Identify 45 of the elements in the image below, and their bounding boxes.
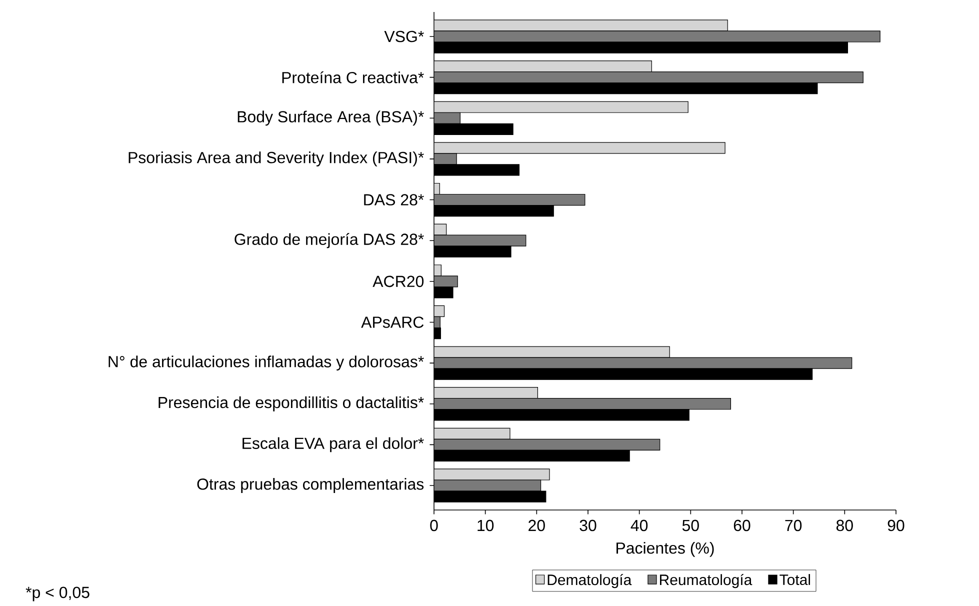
- y-tick-label: Otras pruebas complementarias: [197, 478, 424, 493]
- y-tick-label: N° de articulaciones inflamadas y dolorosas*: [108, 356, 424, 371]
- y-tick-label: DAS 28*: [364, 194, 424, 206]
- x-tick-label: 80: [836, 520, 853, 532]
- text: *p < 0,05: [26, 586, 90, 602]
- y-tick-label: VSG*: [384, 30, 424, 42]
- bar: [434, 60, 652, 72]
- y-tick-label: Body Surface Area (BSA)*: [238, 110, 424, 126]
- bar: [434, 438, 660, 450]
- x-tick-label: 30: [580, 520, 596, 532]
- legend-label: Dematología: [548, 574, 632, 588]
- bar: [434, 480, 542, 492]
- bar: [434, 387, 538, 399]
- bar: [434, 398, 731, 410]
- x-tick-label: 70: [785, 520, 802, 532]
- x-tick-label: 40: [630, 520, 648, 532]
- bar: [434, 276, 458, 288]
- x-tick-label: 50: [682, 520, 699, 532]
- x-tick-label: 10: [478, 520, 494, 532]
- x-tick-label: 60: [734, 520, 750, 532]
- legend-label: Reumatología: [660, 574, 752, 588]
- y-tick-label: Presencia de espondillitis o dactalitis*: [158, 396, 424, 412]
- bar: [434, 468, 550, 480]
- y-tick-label: APsARC: [361, 316, 424, 328]
- y-tick-label: Grado de mejoría DAS 28*: [234, 233, 424, 248]
- bar: [434, 20, 728, 32]
- bar: [434, 234, 526, 246]
- legend-label: Total: [780, 574, 810, 586]
- y-tick-label: Proteína C reactiva*: [282, 71, 424, 84]
- x-tick-label: 0: [430, 520, 438, 532]
- bar: [434, 428, 510, 440]
- y-tick-label: ACR20: [372, 276, 424, 288]
- bar: [434, 194, 586, 206]
- bar: [434, 142, 726, 154]
- bar: [434, 101, 688, 113]
- bar: [434, 30, 880, 42]
- x-tick-label: 90: [888, 520, 904, 532]
- bar: [434, 72, 864, 84]
- y-tick-label: Psoriasis Area and Severity Index (PASI)*: [128, 151, 424, 166]
- x-axis-title: Pacientes (%): [616, 542, 714, 557]
- x-tick-label: 20: [528, 520, 545, 532]
- bar: [434, 357, 852, 369]
- y-tick-label: Escala EVA para el dolor*: [242, 437, 424, 452]
- bar: [434, 112, 460, 124]
- bar: [434, 346, 670, 358]
